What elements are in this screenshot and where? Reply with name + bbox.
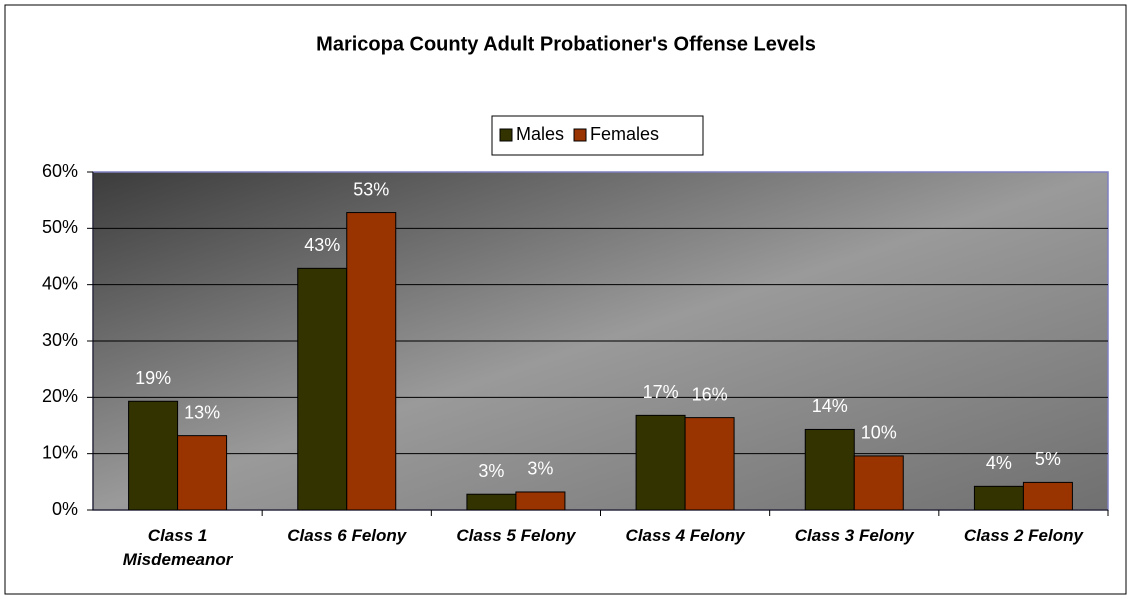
- x-tick-label: Class 4 Felony: [625, 526, 745, 545]
- data-label: 3%: [478, 461, 504, 481]
- y-tick-label: 60%: [42, 161, 78, 181]
- bar: [128, 400, 179, 511]
- x-tick-label: Class 1 Misdemeanor: [122, 526, 233, 569]
- chart-title: Maricopa County Adult Probationer's Offe…: [316, 33, 816, 55]
- legend-label: Females: [590, 124, 659, 144]
- bar: [973, 485, 1024, 511]
- x-tick-label: Class 2 Felony: [963, 526, 1083, 545]
- legend-label: Males: [516, 124, 564, 144]
- y-tick-label: 50%: [42, 217, 78, 237]
- y-tick-label: 20%: [42, 386, 78, 406]
- data-label: 16%: [692, 384, 728, 404]
- bar: [853, 455, 904, 511]
- data-label: 43%: [304, 235, 340, 255]
- data-label: 53%: [353, 179, 389, 199]
- bar: [684, 417, 735, 511]
- bar: [515, 491, 566, 511]
- x-tick-label: Class 5 Felony: [456, 526, 576, 545]
- bar: [635, 414, 686, 511]
- bar: [1022, 481, 1073, 511]
- y-tick-label: 0%: [52, 499, 78, 519]
- data-label: 13%: [184, 402, 220, 422]
- data-label: 10%: [861, 423, 897, 443]
- y-tick-label: 30%: [42, 330, 78, 350]
- bar: [297, 267, 348, 511]
- data-label: 3%: [527, 459, 553, 479]
- data-label: 17%: [643, 382, 679, 402]
- x-tick-label: Class 6 Felony: [287, 526, 407, 545]
- y-tick-label: 40%: [42, 273, 78, 293]
- data-label: 14%: [812, 396, 848, 416]
- bar: [177, 435, 228, 511]
- data-label: 5%: [1035, 449, 1061, 469]
- bar: [466, 493, 517, 511]
- data-label: 4%: [986, 453, 1012, 473]
- bar: [804, 428, 855, 511]
- legend-swatch: [573, 128, 587, 142]
- legend-box: [491, 115, 704, 156]
- bar: [346, 212, 397, 511]
- data-label: 19%: [135, 368, 171, 388]
- y-tick-label: 10%: [42, 442, 78, 462]
- legend-swatch: [499, 128, 513, 142]
- x-tick-label: Class 3 Felony: [794, 526, 914, 545]
